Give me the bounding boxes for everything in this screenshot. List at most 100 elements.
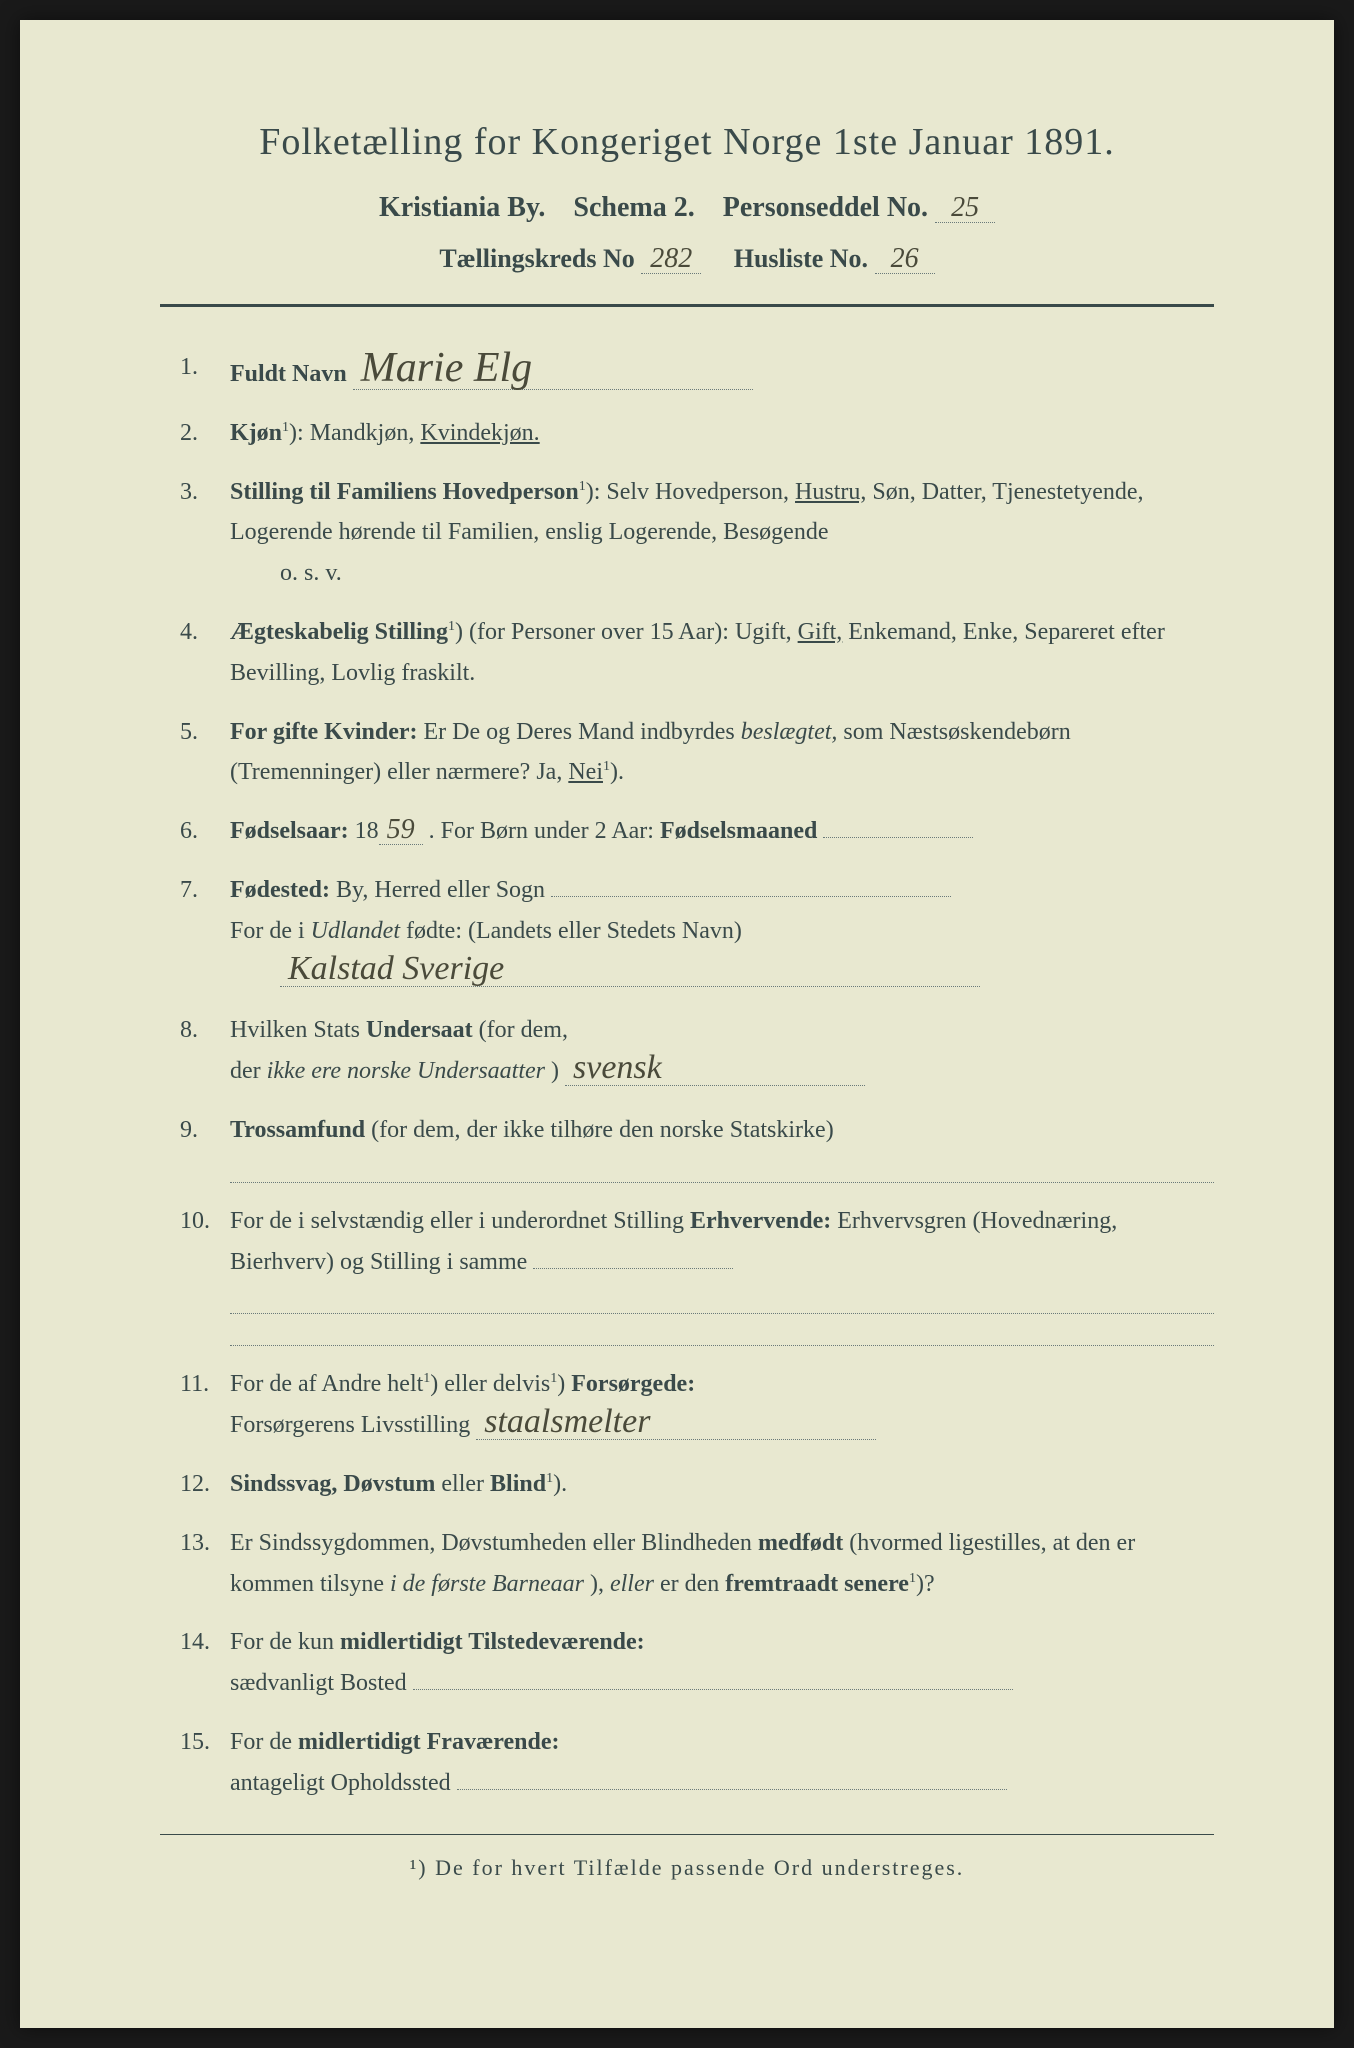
blank-line <box>230 1159 1214 1183</box>
item-11-supported: 11. For de af Andre helt1) eller delvis1… <box>180 1364 1214 1446</box>
item-num: 14. <box>180 1622 230 1704</box>
blank-line <box>230 1322 1214 1346</box>
form-items: 1. Fuldt Navn Marie Elg 2. Kjøn1): Mandk… <box>160 347 1214 1804</box>
option-text: ) <box>551 1058 559 1084</box>
field-label: Blind <box>490 1471 546 1497</box>
paren-text: (for Personer over 15 Aar): <box>469 619 735 645</box>
option-text: er den <box>660 1571 725 1597</box>
field-label: Fødselsmaaned <box>660 818 817 844</box>
field-label: Ægteskabelig Stilling <box>230 619 448 645</box>
item-content: Stilling til Familiens Hovedperson1): Se… <box>230 472 1214 594</box>
item-num: 1. <box>180 347 230 395</box>
field-label: Fødested: <box>230 877 330 903</box>
selected-option: Gift, <box>798 619 843 645</box>
item-12-disability: 12. Sindssvag, Døvstum eller Blind1). <box>180 1464 1214 1505</box>
husliste-value: 26 <box>875 245 935 274</box>
personseddel-value: 25 <box>935 194 995 223</box>
item-content: Er Sindssygdommen, Døvstumheden eller Bl… <box>230 1523 1214 1605</box>
blank-field <box>551 896 951 897</box>
field-label: Kjøn <box>230 420 282 446</box>
item-content: Trossamfund (for dem, der ikke tilhøre d… <box>230 1110 1214 1183</box>
italic-text: i de første Barneaar <box>390 1571 584 1597</box>
item-content: Fødested: By, Herred eller Sogn For de i… <box>230 870 1214 992</box>
field-label: midlertidigt Tilstedeværende: <box>340 1629 645 1655</box>
option-text: For de i selvstændig eller i underordnet… <box>230 1208 690 1234</box>
item-8-citizen: 8. Hvilken Stats Undersaat (for dem, der… <box>180 1010 1214 1092</box>
year-value: 59 <box>379 816 423 845</box>
item-1-name: 1. Fuldt Navn Marie Elg <box>180 347 1214 395</box>
field-label: Fødselsaar: <box>230 818 349 844</box>
item-content: Kjøn1): Mandkjøn, Kvindekjøn. <box>230 413 1214 454</box>
schema-label: Schema 2. <box>573 192 694 223</box>
option-text: der <box>230 1058 267 1084</box>
blank-field <box>533 1268 733 1269</box>
option-text: o. s. v. <box>230 553 1214 594</box>
field-label: Forsørgede: <box>571 1371 695 1397</box>
subtitle-row-2: Tællingskreds No 282 Husliste No. 26 <box>160 244 1214 274</box>
field-label: Stilling til Familiens Hovedperson <box>230 479 579 505</box>
option-text: By, Herred eller Sogn <box>336 877 551 903</box>
footnote-text: ¹) De for hvert Tilfælde passende Ord un… <box>160 1855 1214 1881</box>
husliste-label: Husliste No. <box>734 244 868 273</box>
option-text: Selv Hovedperson, <box>606 479 795 505</box>
item-9-religion: 9. Trossamfund (for dem, der ikke tilhør… <box>180 1110 1214 1183</box>
item-content: For de midlertidigt Fraværende: antageli… <box>230 1722 1214 1804</box>
option-text: For de af Andre helt <box>230 1371 423 1397</box>
option-text: antageligt Opholdssted <box>230 1770 451 1796</box>
option-text: fødte: (Landets eller Stedets Navn) <box>406 918 742 944</box>
kreds-value: 282 <box>641 245 701 274</box>
item-7-birthplace: 7. Fødested: By, Herred eller Sogn For d… <box>180 870 1214 992</box>
field-label: Erhvervende: <box>690 1208 831 1234</box>
option-text: (for dem, der ikke tilhøre den norske St… <box>371 1117 834 1143</box>
item-num: 12. <box>180 1464 230 1505</box>
selected-option: Hustru, <box>795 479 866 505</box>
option-text: (for dem, <box>479 1017 568 1043</box>
item-content: For de kun midlertidigt Tilstedeværende:… <box>230 1622 1214 1704</box>
name-value: Marie Elg <box>353 347 753 390</box>
field-label: fremtraadt senere <box>725 1571 909 1597</box>
field-label: medfødt <box>758 1530 843 1556</box>
item-3-relation: 3. Stilling til Familiens Hovedperson1):… <box>180 472 1214 594</box>
item-14-visitor: 14. For de kun midlertidigt Tilstedevære… <box>180 1622 1214 1704</box>
item-num: 7. <box>180 870 230 992</box>
field-label: Sindssvag, Døvstum <box>230 1471 435 1497</box>
blank-field <box>413 1689 1013 1690</box>
personseddel-label: Personseddel No. <box>723 192 928 223</box>
item-num: 11. <box>180 1364 230 1446</box>
option-text: eller delvis <box>444 1371 550 1397</box>
option-text: Er De og Deres Mand indbyrdes <box>424 719 741 745</box>
selected-option: Kvindekjøn. <box>420 420 539 446</box>
field-label: midlertidigt Fraværende: <box>298 1729 560 1755</box>
item-content: For gifte Kvinder: Er De og Deres Mand i… <box>230 712 1214 794</box>
item-num: 4. <box>180 612 230 694</box>
item-num: 13. <box>180 1523 230 1605</box>
main-title: Folketælling for Kongeriget Norge 1ste J… <box>160 120 1214 164</box>
birthplace-value: Kalstad Sverige <box>280 952 980 987</box>
item-10-occupation: 10. For de i selvstændig eller i underor… <box>180 1201 1214 1347</box>
item-content: Sindssvag, Døvstum eller Blind1). <box>230 1464 1214 1505</box>
item-num: 3. <box>180 472 230 594</box>
field-label: Fuldt Navn <box>230 361 347 387</box>
italic-text: ikke ere norske Undersaatter <box>267 1058 545 1084</box>
field-label: For gifte Kvinder: <box>230 719 418 745</box>
header-divider <box>160 304 1214 307</box>
census-form-page: Folketælling for Kongeriget Norge 1ste J… <box>20 20 1334 2028</box>
option-text: For de i <box>230 918 311 944</box>
italic-text: eller <box>610 1571 654 1597</box>
item-content: For de af Andre helt1) eller delvis1) Fo… <box>230 1364 1214 1446</box>
option-text: eller <box>441 1471 490 1497</box>
item-num: 9. <box>180 1110 230 1183</box>
item-num: 2. <box>180 413 230 454</box>
item-num: 6. <box>180 811 230 852</box>
item-num: 8. <box>180 1010 230 1092</box>
citizen-value: svensk <box>565 1051 865 1086</box>
year-prefix: 18 <box>355 818 379 844</box>
item-15-absent: 15. For de midlertidigt Fraværende: anta… <box>180 1722 1214 1804</box>
item-content: Fødselsaar: 1859 . For Børn under 2 Aar:… <box>230 811 1214 852</box>
option-text: For de kun <box>230 1629 340 1655</box>
option-text: . For Børn under 2 Aar: <box>429 818 660 844</box>
field-label: Undersaat <box>366 1017 473 1043</box>
blank-field <box>457 1789 1007 1790</box>
item-num: 15. <box>180 1722 230 1804</box>
option-text: Hvilken Stats <box>230 1017 366 1043</box>
